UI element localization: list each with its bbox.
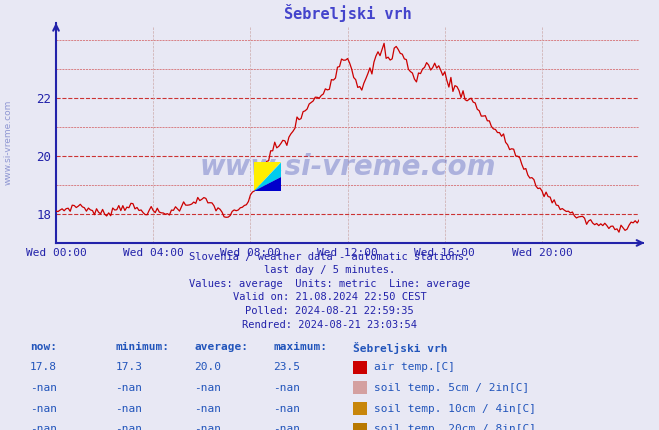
Text: -nan: -nan	[194, 404, 221, 414]
Text: -nan: -nan	[273, 424, 301, 430]
Text: soil temp. 20cm / 8in[C]: soil temp. 20cm / 8in[C]	[374, 424, 536, 430]
Text: now:: now:	[30, 342, 57, 352]
Text: average:: average:	[194, 342, 248, 352]
Text: -nan: -nan	[273, 404, 301, 414]
Text: maximum:: maximum:	[273, 342, 328, 352]
Polygon shape	[254, 162, 281, 191]
Text: -nan: -nan	[30, 383, 57, 393]
Text: 17.3: 17.3	[115, 362, 142, 372]
Text: 23.5: 23.5	[273, 362, 301, 372]
Text: 20.0: 20.0	[194, 362, 221, 372]
Text: -nan: -nan	[30, 404, 57, 414]
Text: www.si-vreme.com: www.si-vreme.com	[4, 99, 13, 184]
Text: 17.8: 17.8	[30, 362, 57, 372]
Text: soil temp. 5cm / 2in[C]: soil temp. 5cm / 2in[C]	[374, 383, 530, 393]
Text: soil temp. 10cm / 4in[C]: soil temp. 10cm / 4in[C]	[374, 404, 536, 414]
Text: -nan: -nan	[115, 404, 142, 414]
Text: -nan: -nan	[30, 424, 57, 430]
Title: Šebreljski vrh: Šebreljski vrh	[284, 4, 411, 22]
Text: www.si-vreme.com: www.si-vreme.com	[200, 153, 496, 181]
Polygon shape	[254, 162, 281, 191]
Text: -nan: -nan	[194, 424, 221, 430]
Polygon shape	[254, 177, 281, 191]
Text: Slovenia / weather data - automatic stations.
last day / 5 minutes.
Values: aver: Slovenia / weather data - automatic stat…	[189, 252, 470, 329]
Text: -nan: -nan	[273, 383, 301, 393]
Text: -nan: -nan	[194, 383, 221, 393]
Text: -nan: -nan	[115, 424, 142, 430]
Text: minimum:: minimum:	[115, 342, 169, 352]
Text: Šebreljski vrh: Šebreljski vrh	[353, 342, 447, 354]
Text: -nan: -nan	[115, 383, 142, 393]
Text: air temp.[C]: air temp.[C]	[374, 362, 455, 372]
